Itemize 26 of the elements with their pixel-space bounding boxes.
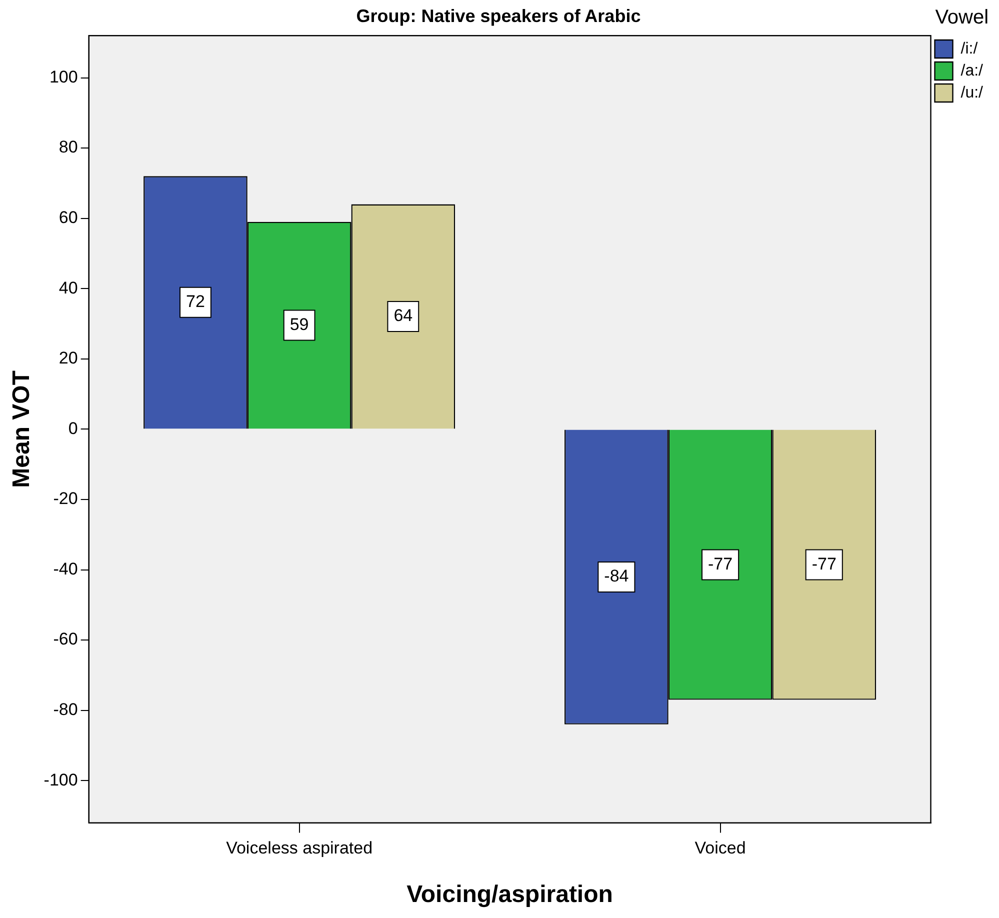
y-tick-label: -80 bbox=[53, 700, 78, 720]
y-tick-label: -40 bbox=[53, 559, 78, 578]
legend-label: /a:/ bbox=[960, 62, 984, 80]
y-tick-label: 20 bbox=[58, 348, 78, 368]
y-tick-label: 40 bbox=[58, 278, 78, 298]
y-tick-label: -100 bbox=[44, 770, 78, 790]
y-tick-label: -60 bbox=[53, 630, 78, 649]
x-tick-label: Voiced bbox=[694, 838, 746, 858]
data-label: -77 bbox=[708, 554, 733, 574]
chart-title: Group: Native speakers of Arabic bbox=[356, 6, 641, 26]
y-axis-title: Mean VOT bbox=[8, 370, 36, 488]
legend-title: Vowel bbox=[935, 6, 989, 29]
legend-label: /u:/ bbox=[960, 84, 984, 102]
data-label: -84 bbox=[604, 566, 629, 586]
y-tick-label: 0 bbox=[68, 418, 78, 438]
y-tick-label: -20 bbox=[53, 489, 78, 508]
legend-label: /i:/ bbox=[960, 40, 978, 58]
data-label: -77 bbox=[812, 554, 836, 574]
data-label: 59 bbox=[290, 314, 309, 334]
y-tick-label: 60 bbox=[58, 208, 78, 228]
y-tick-label: 100 bbox=[49, 67, 78, 86]
y-tick-label: 80 bbox=[58, 138, 78, 157]
data-label: 64 bbox=[394, 306, 413, 326]
x-tick-label: Voiceless aspirated bbox=[226, 838, 373, 858]
data-label: 72 bbox=[186, 292, 205, 312]
x-axis-title: Voicing/aspiration bbox=[406, 881, 613, 908]
